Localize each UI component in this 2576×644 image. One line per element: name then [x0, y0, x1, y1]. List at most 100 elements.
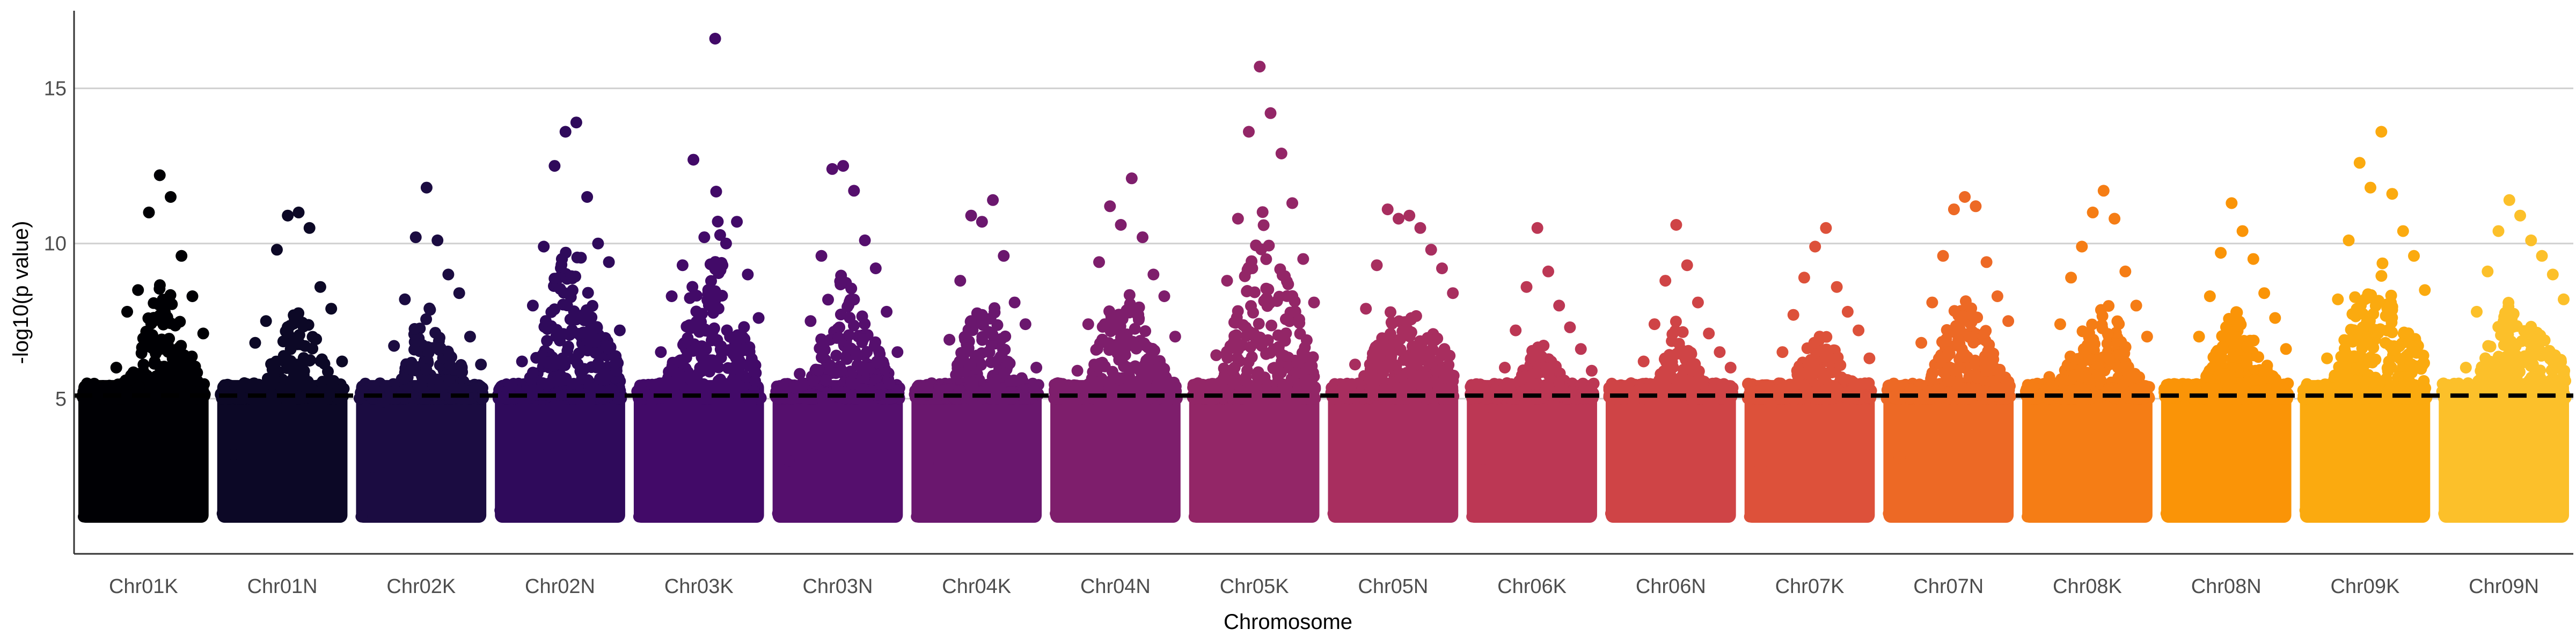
data-point: [1926, 367, 1938, 379]
data-point: [555, 262, 567, 274]
data-point: [1415, 379, 1427, 391]
data-point: [1130, 342, 1143, 355]
data-point: [1262, 283, 1275, 296]
data-point: [1510, 324, 1522, 336]
data-point: [804, 315, 817, 327]
data-point: [1376, 332, 1388, 345]
data-point: [228, 448, 239, 460]
data-point: [589, 336, 601, 348]
data-point: [1291, 357, 1304, 369]
points-layer: [76, 33, 2572, 523]
data-point: [720, 237, 732, 250]
data-point: [293, 329, 305, 341]
data-point: [173, 384, 186, 396]
data-point: [1714, 346, 1726, 358]
data-point: [582, 287, 594, 299]
data-point: [1575, 343, 1587, 355]
data-point: [475, 358, 487, 371]
data-point: [1776, 346, 1789, 358]
data-point: [538, 240, 550, 253]
data-point: [377, 396, 389, 408]
data-point: [1260, 253, 1272, 265]
data-point: [1405, 326, 1417, 339]
data-point: [429, 327, 442, 339]
data-point: [691, 289, 702, 302]
data-point: [424, 304, 436, 316]
series-Chr03K: [631, 33, 767, 523]
data-point: [772, 507, 784, 519]
data-point: [1979, 326, 1991, 339]
data-point: [132, 284, 144, 296]
data-point: [1949, 326, 1961, 339]
data-point: [976, 216, 988, 228]
data-point: [1008, 296, 1021, 309]
data-point: [120, 389, 132, 401]
data-point: [609, 357, 621, 369]
data-point: [932, 390, 945, 402]
data-point: [749, 375, 762, 387]
data-point: [1535, 350, 1548, 363]
data-point: [165, 191, 177, 203]
data-point: [921, 458, 934, 470]
data-point: [964, 316, 977, 328]
data-point: [1937, 250, 1949, 262]
data-point: [1685, 348, 1697, 360]
data-point: [847, 378, 859, 390]
data-point: [943, 334, 956, 346]
data-point: [601, 340, 613, 352]
point-cloud: [2022, 380, 2153, 523]
data-point: [668, 364, 680, 377]
data-point: [577, 326, 589, 339]
point-cloud: [1189, 380, 1320, 523]
data-point: [1564, 321, 1576, 333]
data-point: [1703, 327, 1715, 340]
data-point: [1980, 364, 1993, 377]
data-point: [845, 282, 858, 295]
data-point: [1122, 362, 1135, 374]
data-point: [1133, 301, 1145, 313]
data-point: [456, 366, 468, 378]
data-point: [1503, 378, 1515, 391]
data-point: [1787, 309, 1799, 321]
data-point: [99, 420, 112, 433]
data-point: [1103, 344, 1115, 356]
data-point: [705, 275, 717, 287]
data-point: [420, 181, 433, 194]
data-point: [506, 379, 518, 391]
data-point: [606, 384, 618, 396]
data-point: [277, 350, 290, 362]
data-point: [150, 370, 163, 382]
data-point: [714, 264, 727, 276]
data-point: [1050, 507, 1062, 519]
data-point: [431, 234, 444, 246]
data-point: [1162, 378, 1175, 390]
data-point: [881, 305, 893, 318]
data-point: [1658, 353, 1671, 365]
data-point: [1540, 379, 1552, 391]
data-point: [1991, 290, 2003, 302]
data-point: [1675, 370, 1688, 383]
data-point: [1349, 358, 1361, 371]
data-point: [1371, 259, 1383, 272]
data-point: [1333, 390, 1345, 402]
data-point: [302, 319, 314, 331]
data-point: [1104, 200, 1116, 213]
data-point: [786, 392, 798, 405]
data-point: [143, 336, 155, 349]
data-point: [292, 206, 305, 218]
data-point: [1390, 360, 1402, 371]
data-point: [1673, 338, 1685, 350]
data-point: [1253, 318, 1265, 330]
data-point: [78, 510, 90, 523]
data-point: [715, 352, 727, 364]
data-point: [848, 185, 860, 197]
data-point: [399, 293, 411, 305]
data-point: [1444, 349, 1456, 362]
data-point: [708, 322, 720, 334]
series-Chr02N: [492, 116, 627, 523]
data-point: [314, 281, 326, 293]
data-point: [696, 308, 708, 320]
data-point: [868, 340, 881, 352]
data-point: [1188, 510, 1201, 523]
data-point: [288, 374, 300, 386]
